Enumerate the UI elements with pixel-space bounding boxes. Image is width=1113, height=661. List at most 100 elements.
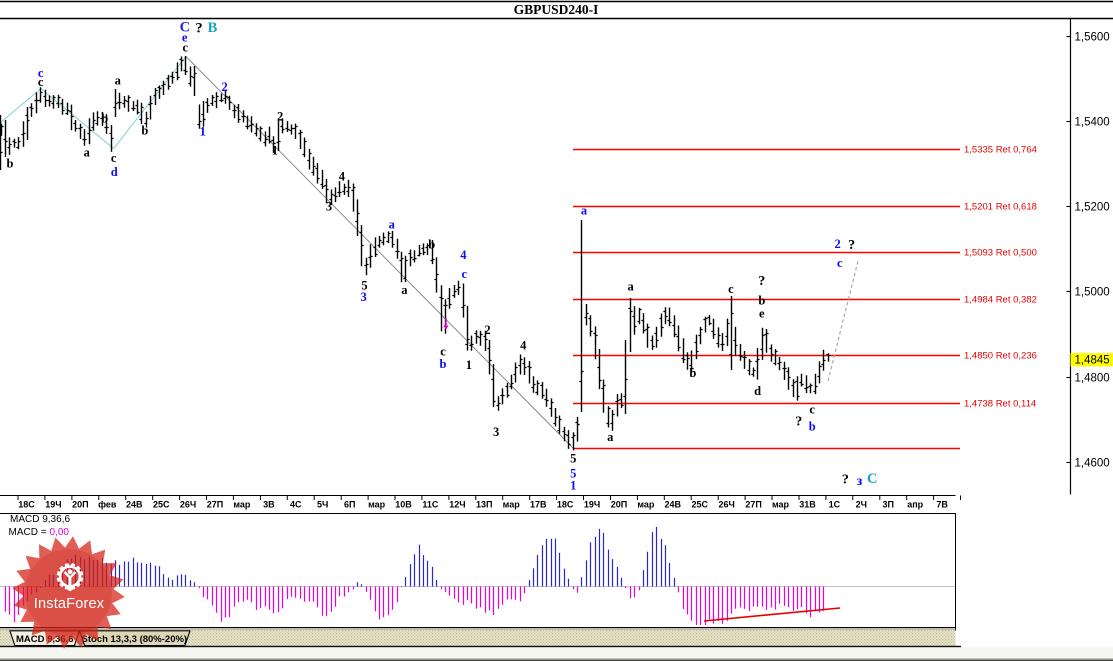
svg-text:7В: 7В [936,500,948,510]
svg-text:a: a [607,430,614,444]
svg-text:Stoch 13,3,3 (80%-20%): Stoch 13,3,3 (80%-20%) [82,634,188,645]
svg-text:b: b [689,366,696,380]
svg-text:27П: 27П [207,500,223,510]
svg-text:1,5400: 1,5400 [1075,117,1110,129]
svg-text:d: d [754,384,761,398]
svg-text:мар: мар [637,500,655,510]
svg-text:b: b [7,157,14,171]
svg-text:c: c [728,282,734,296]
svg-text:b: b [101,112,108,126]
svg-text:b: b [141,123,148,137]
svg-text:1,5000: 1,5000 [1075,287,1110,299]
svg-text:18С: 18С [18,500,35,510]
svg-text:25С: 25С [153,500,170,510]
svg-text:2: 2 [277,110,283,124]
svg-text:1,5600: 1,5600 [1075,32,1110,44]
svg-text:?: ? [842,473,849,488]
svg-text:c: c [183,40,189,54]
svg-text:B: B [208,20,218,36]
svg-text:1,5200: 1,5200 [1075,202,1110,214]
svg-text:2: 2 [484,323,490,337]
svg-text:фев: фев [98,500,117,510]
svg-text:5: 5 [361,278,367,292]
svg-text:1: 1 [570,478,576,492]
svg-text:c: c [440,345,446,359]
svg-text:20П: 20П [611,500,627,510]
svg-text:5: 5 [570,467,576,481]
svg-text:2: 2 [834,237,840,251]
svg-text:26Ч: 26Ч [180,500,196,510]
svg-text:18С: 18С [557,500,574,510]
svg-text:b: b [440,357,447,371]
svg-text:MACD 9,36,6: MACD 9,36,6 [10,514,70,525]
svg-text:20П: 20П [72,500,88,510]
svg-text:b: b [809,419,816,433]
svg-text:a: a [115,74,122,88]
svg-text:4: 4 [520,339,527,353]
svg-text:мар: мар [772,500,790,510]
svg-text:a: a [84,146,91,160]
svg-text:?: ? [848,238,855,253]
svg-text:c: c [809,402,815,416]
svg-text:3: 3 [326,199,332,213]
svg-text:C: C [180,20,190,36]
svg-text:c: c [462,267,468,281]
svg-text:6П: 6П [344,500,355,510]
svg-text:a: a [401,283,408,297]
svg-text:5Ч: 5Ч [317,500,328,510]
svg-text:MACD 9,36,6: MACD 9,36,6 [16,634,74,645]
svg-text:27П: 27П [745,500,761,510]
svg-text:InstaForex: InstaForex [34,596,105,612]
svg-text:17В: 17В [530,500,547,510]
svg-text:2Ч: 2Ч [856,500,867,510]
svg-text:1С: 1С [829,500,841,510]
svg-text:апр: апр [907,500,923,510]
svg-text:31В: 31В [799,500,816,510]
svg-text:1,4850 Ret 0,236: 1,4850 Ret 0,236 [964,351,1037,362]
svg-text:?: ? [758,274,765,289]
svg-text:1,4600: 1,4600 [1075,458,1110,470]
svg-text:мар: мар [503,500,521,510]
svg-text:1: 1 [200,125,206,139]
svg-text:1,4845: 1,4845 [1075,355,1110,367]
svg-text:5: 5 [570,452,576,466]
svg-text:1,5201 Ret 0,618: 1,5201 Ret 0,618 [964,202,1037,213]
svg-text:26Ч: 26Ч [719,500,735,510]
svg-text:1,4800: 1,4800 [1075,373,1110,385]
svg-text:0,00: 0,00 [50,527,70,538]
svg-text:3: 3 [360,290,366,304]
svg-text:24В: 24В [126,500,143,510]
svg-text:12Ч: 12Ч [449,500,465,510]
svg-text:?: ? [795,414,802,429]
svg-text:1,5093 Ret 0,500: 1,5093 Ret 0,500 [964,248,1037,259]
svg-text:1,5335 Ret 0,764: 1,5335 Ret 0,764 [964,145,1037,156]
svg-text:a: a [627,280,634,294]
svg-text:3: 3 [493,425,499,439]
svg-text:GBPUSD240-I: GBPUSD240-I [514,2,599,17]
svg-text:19Ч: 19Ч [584,500,600,510]
svg-text:b: b [428,238,435,252]
svg-text:c: c [38,66,44,80]
svg-text:d: d [111,165,118,179]
svg-text:e: e [182,30,188,44]
svg-text:?: ? [195,20,202,36]
svg-text:c: c [38,75,44,89]
svg-text:c: c [111,151,117,165]
svg-text:мар: мар [233,500,251,510]
svg-text:e: e [759,306,765,320]
svg-text:MACD =: MACD = [9,527,47,538]
svg-text:4: 4 [339,170,346,184]
svg-text:10В: 10В [395,500,412,510]
svg-text:1,4984 Ret 0,382: 1,4984 Ret 0,382 [964,295,1037,306]
svg-text:a: a [581,203,588,217]
svg-text:a: a [389,218,396,232]
svg-text:1: 1 [272,144,278,158]
svg-text:24В: 24В [665,500,682,510]
svg-text:25С: 25С [692,500,709,510]
svg-text:мар: мар [368,500,386,510]
svg-text:3В: 3В [263,500,275,510]
svg-text:4: 4 [460,248,467,262]
svg-text:13П: 13П [476,500,492,510]
svg-text:2: 2 [221,80,227,94]
svg-text:С: С [867,471,877,487]
